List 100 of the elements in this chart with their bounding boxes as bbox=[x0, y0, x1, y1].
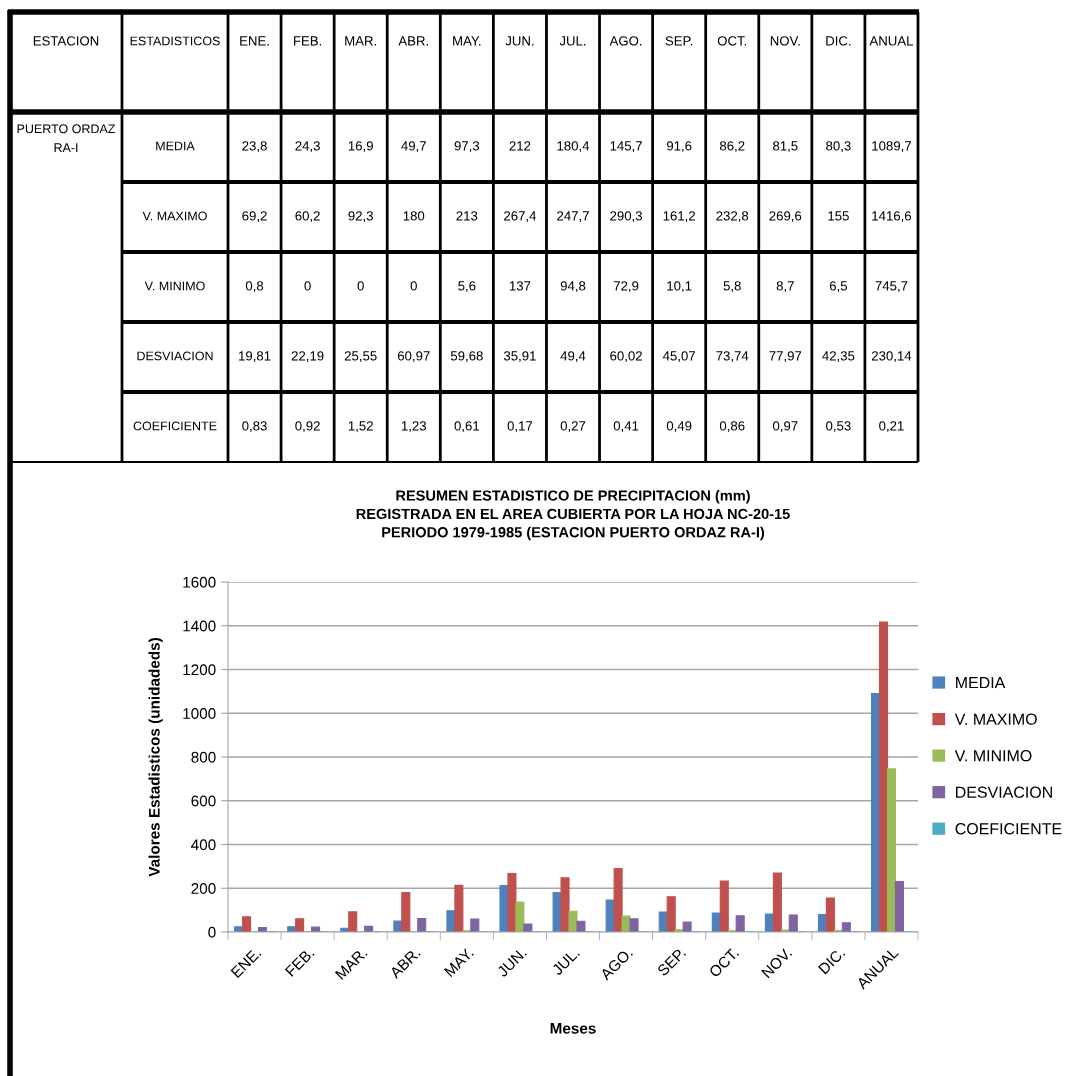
category-label: DIC. bbox=[826, 36, 851, 46]
text: DESVIACION bbox=[137, 351, 213, 361]
data-label: 269,6 bbox=[769, 211, 802, 223]
data-label: 0,61 bbox=[454, 421, 480, 433]
data-label: 0 bbox=[357, 281, 364, 291]
category-label: ENE. bbox=[240, 36, 269, 46]
data-label: 97,3 bbox=[454, 141, 480, 153]
data-label: 145,7 bbox=[610, 141, 642, 153]
category-label: ABR. bbox=[398, 36, 428, 46]
text: PUERTO ORDAZ RA-I bbox=[17, 124, 116, 152]
y-tick-label: 1400 bbox=[183, 620, 216, 632]
data-label: 0,86 bbox=[719, 421, 745, 433]
y-tick-label: 1000 bbox=[183, 708, 216, 719]
data-label: 86,2 bbox=[719, 141, 745, 153]
chart-title: RESUMEN ESTADISTICO DE PRECIPITACION (mm) REGISTRADA EN EL AREA CUBIERTA POR LA HOJA NC-20-15 PERIODO 1979-1985 (ESTACION PUERTO ORDAZ RA-I) bbox=[356, 490, 790, 541]
category-label: AGO. bbox=[609, 36, 642, 46]
data-label: 22,19 bbox=[291, 351, 324, 363]
data-label: 1,23 bbox=[401, 421, 427, 433]
data-label: 6,5 bbox=[829, 281, 847, 293]
data-label: 49,4 bbox=[560, 351, 586, 363]
category-label: MAY. bbox=[453, 36, 481, 46]
data-label: 137 bbox=[509, 281, 531, 291]
data-label: 80,3 bbox=[826, 141, 851, 153]
data-label: 1,52 bbox=[348, 421, 373, 433]
data-label: 0 bbox=[410, 281, 417, 291]
y-tick-label: 200 bbox=[191, 883, 216, 894]
y-tick-label: 400 bbox=[191, 839, 216, 851]
data-label: 5,6 bbox=[458, 281, 476, 293]
data-label: 212 bbox=[509, 141, 531, 151]
data-label: 0 bbox=[304, 281, 311, 291]
y-tick-label: 600 bbox=[191, 795, 216, 807]
category-label: ANUAL bbox=[869, 36, 914, 46]
data-label: 1416,6 bbox=[872, 211, 912, 223]
data-label: 0,49 bbox=[666, 421, 692, 433]
data-label: 0,83 bbox=[242, 421, 267, 433]
legend-label: V. MINIMO bbox=[954, 750, 1032, 762]
category-label: JUL. bbox=[559, 36, 586, 46]
data-label: 91,6 bbox=[666, 141, 692, 153]
data-label: 23,8 bbox=[242, 141, 267, 153]
legend-label: V. MAXIMO bbox=[954, 713, 1037, 725]
y-tick-label: 800 bbox=[191, 751, 216, 763]
y-axis-title: Valores Estadisticos (unidadeds) bbox=[148, 638, 163, 877]
data-label: 232,8 bbox=[716, 211, 749, 223]
category-label: OCT. bbox=[717, 36, 747, 46]
data-label: 42,35 bbox=[822, 351, 855, 363]
data-label: 49,7 bbox=[401, 141, 426, 153]
data-label: 19,81 bbox=[239, 351, 271, 363]
data-label: 230,14 bbox=[871, 351, 912, 363]
data-label: 155 bbox=[828, 211, 849, 221]
data-label: 24,3 bbox=[295, 141, 320, 153]
legend-label: DESVIACION bbox=[956, 786, 1052, 798]
category-label: JUN. bbox=[505, 36, 534, 46]
category-label: NOV. bbox=[770, 36, 800, 46]
data-label: 0,53 bbox=[826, 421, 851, 433]
data-label: 25,55 bbox=[344, 351, 377, 363]
x-tick-label: DIC. bbox=[817, 947, 846, 975]
data-label: 60,2 bbox=[295, 211, 320, 223]
data-label: 290,3 bbox=[610, 211, 643, 223]
data-label: 8,7 bbox=[776, 281, 794, 293]
data-label: 45,07 bbox=[662, 351, 695, 363]
data-label: 745,7 bbox=[875, 281, 908, 293]
x-axis-title: Meses bbox=[550, 1023, 596, 1034]
data-label: 0,92 bbox=[295, 421, 320, 433]
text: ESTADISTICOS bbox=[130, 36, 220, 46]
data-label: 267,4 bbox=[504, 211, 537, 223]
data-label: 69,2 bbox=[242, 211, 267, 223]
data-label: 35,91 bbox=[503, 351, 536, 363]
data-label: 180,4 bbox=[557, 141, 590, 153]
data-label: 10,1 bbox=[667, 281, 692, 293]
category-label: FEB. bbox=[294, 36, 322, 46]
data-label: 81,5 bbox=[773, 141, 798, 153]
data-label: 72,9 bbox=[613, 281, 639, 293]
data-label: 77,97 bbox=[769, 351, 802, 363]
data-label: 161,2 bbox=[663, 211, 695, 223]
text: V. MINIMO bbox=[144, 281, 205, 291]
data-label: 16,9 bbox=[348, 141, 373, 153]
text: COEFICIENTE bbox=[133, 421, 217, 431]
data-label: 60,02 bbox=[610, 351, 642, 363]
y-tick-label: 0 bbox=[208, 926, 216, 938]
category-label: SEP. bbox=[665, 36, 693, 46]
data-label: 0,8 bbox=[245, 281, 264, 293]
category-label: MAR. bbox=[345, 36, 376, 46]
data-label: 5,8 bbox=[723, 281, 741, 293]
text: MEDIA bbox=[156, 141, 195, 151]
data-label: 0,21 bbox=[879, 421, 904, 433]
data-label: 213 bbox=[456, 211, 478, 221]
data-label: 73,74 bbox=[716, 351, 749, 363]
legend-label: COEFICIENTE bbox=[955, 823, 1062, 835]
legend-label: MEDIA bbox=[956, 677, 1006, 689]
data-label: 60,97 bbox=[397, 351, 430, 363]
data-label: 94,8 bbox=[560, 281, 586, 293]
data-label: 1089,7 bbox=[872, 141, 911, 153]
text: V. MAXIMO bbox=[142, 211, 207, 221]
y-tick-label: 1600 bbox=[183, 576, 216, 588]
data-label: 0,17 bbox=[507, 421, 533, 433]
data-label: 59,68 bbox=[450, 351, 483, 363]
text: ESTACION bbox=[33, 36, 99, 46]
y-tick-label: 1200 bbox=[183, 664, 216, 676]
data-label: 247,7 bbox=[557, 211, 589, 223]
data-label: 0,97 bbox=[772, 421, 798, 433]
